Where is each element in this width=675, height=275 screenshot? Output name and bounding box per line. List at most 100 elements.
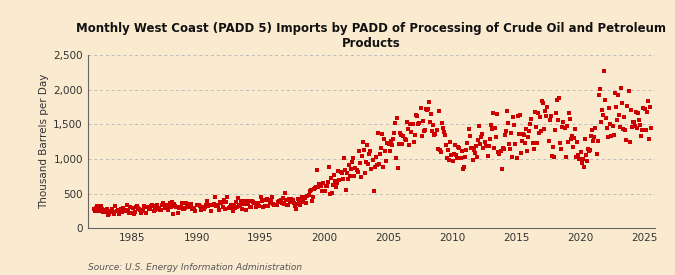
Point xyxy=(399,137,410,141)
Point xyxy=(491,135,502,140)
Point xyxy=(150,207,161,212)
Point xyxy=(248,200,259,204)
Point xyxy=(432,147,443,151)
Point xyxy=(223,206,234,210)
Point xyxy=(106,210,117,214)
Point xyxy=(186,202,196,206)
Point xyxy=(505,147,516,151)
Point xyxy=(160,203,171,207)
Point xyxy=(141,211,152,215)
Point xyxy=(152,203,163,208)
Point xyxy=(244,205,255,210)
Point xyxy=(623,89,634,93)
Point xyxy=(202,198,213,203)
Point xyxy=(417,118,428,123)
Point xyxy=(603,135,614,139)
Point xyxy=(460,155,470,160)
Point xyxy=(490,126,501,130)
Point xyxy=(267,194,277,199)
Point xyxy=(395,131,406,136)
Point xyxy=(493,150,504,155)
Point xyxy=(329,172,340,177)
Point xyxy=(439,133,450,137)
Point xyxy=(253,201,264,205)
Point xyxy=(189,206,200,210)
Point xyxy=(115,207,126,211)
Point xyxy=(310,185,321,189)
Point xyxy=(345,174,356,179)
Point xyxy=(110,204,121,209)
Point xyxy=(543,139,554,144)
Point xyxy=(572,139,583,144)
Point xyxy=(617,101,628,106)
Point xyxy=(219,197,230,202)
Point xyxy=(578,165,589,169)
Point xyxy=(286,197,297,201)
Point xyxy=(191,203,202,207)
Point xyxy=(175,204,186,209)
Point xyxy=(533,111,543,115)
Point xyxy=(319,188,330,193)
Point xyxy=(564,117,575,121)
Point xyxy=(489,145,500,150)
Point xyxy=(203,203,214,208)
Point xyxy=(638,105,649,110)
Point xyxy=(522,148,533,153)
Point xyxy=(228,203,239,207)
Point xyxy=(336,171,347,175)
Point xyxy=(239,198,250,203)
Point xyxy=(541,114,551,118)
Point xyxy=(288,200,299,205)
Point xyxy=(576,161,587,165)
Point xyxy=(165,201,176,205)
Point xyxy=(575,150,586,155)
Point xyxy=(285,200,296,204)
Point xyxy=(165,205,176,210)
Point xyxy=(606,134,617,138)
Point xyxy=(624,140,635,145)
Point xyxy=(508,115,518,119)
Point xyxy=(494,152,505,156)
Point xyxy=(542,104,553,109)
Point xyxy=(587,128,597,132)
Point xyxy=(104,211,115,216)
Point xyxy=(180,205,190,210)
Point xyxy=(643,99,653,103)
Point xyxy=(340,167,350,172)
Point xyxy=(172,205,183,209)
Point xyxy=(520,127,531,131)
Point xyxy=(188,206,198,210)
Point xyxy=(605,122,616,126)
Point xyxy=(207,202,218,207)
Point xyxy=(323,180,333,184)
Point xyxy=(123,208,134,212)
Point xyxy=(520,141,531,145)
Point xyxy=(331,185,342,189)
Point xyxy=(406,130,416,134)
Point xyxy=(204,203,215,207)
Point xyxy=(616,86,626,91)
Point xyxy=(632,111,643,115)
Point xyxy=(421,107,431,111)
Point xyxy=(161,205,172,209)
Point xyxy=(428,123,439,128)
Point xyxy=(231,200,242,205)
Point xyxy=(391,156,402,160)
Point xyxy=(140,205,151,210)
Point xyxy=(310,186,321,190)
Point xyxy=(622,104,633,108)
Point xyxy=(354,161,365,165)
Point xyxy=(518,132,529,137)
Point xyxy=(553,118,564,122)
Point xyxy=(557,125,568,129)
Point xyxy=(95,204,106,208)
Point xyxy=(380,149,391,153)
Point xyxy=(599,68,610,73)
Point xyxy=(573,153,584,158)
Point xyxy=(373,162,384,166)
Point xyxy=(444,157,455,162)
Point xyxy=(470,144,481,148)
Point xyxy=(151,205,161,210)
Point xyxy=(379,136,389,141)
Point xyxy=(358,148,369,153)
